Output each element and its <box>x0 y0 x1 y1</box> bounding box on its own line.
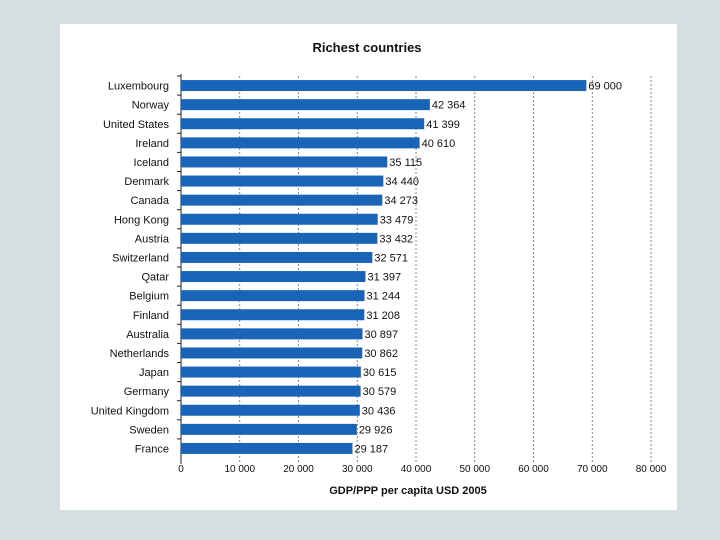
category-label: Austria <box>135 233 170 245</box>
value-label: 30 579 <box>363 386 397 398</box>
bar <box>181 194 383 206</box>
bar <box>181 175 384 187</box>
category-label: Canada <box>130 195 169 207</box>
value-label: 32 571 <box>374 252 408 264</box>
category-label: Australia <box>126 329 170 341</box>
bar-chart: Richest countries Luxembourg 69 000 Norway… <box>91 40 667 497</box>
value-label: 31 244 <box>367 291 401 303</box>
bar <box>181 137 420 149</box>
bar <box>181 156 388 168</box>
value-label: 31 208 <box>366 310 400 322</box>
category-label: Belgium <box>129 291 169 303</box>
value-label: 29 926 <box>359 424 393 436</box>
bar <box>181 328 363 340</box>
value-label: 42 364 <box>432 100 466 112</box>
x-tick-label: 10 000 <box>224 464 255 475</box>
x-tick-label: 50 000 <box>459 464 490 475</box>
value-label: 35 115 <box>389 157 422 169</box>
bar <box>181 366 361 378</box>
bar <box>181 309 365 321</box>
bar <box>181 118 425 130</box>
value-label: 69 000 <box>588 81 622 93</box>
bar <box>181 442 353 454</box>
value-label: 31 397 <box>367 272 401 284</box>
value-label: 30 862 <box>364 348 398 360</box>
x-tick-label: 20 000 <box>283 464 314 475</box>
slide-panel: Richest countries Luxembourg 69 000 Norway… <box>60 24 677 510</box>
value-label: 41 399 <box>426 119 460 131</box>
x-tick-label: 0 <box>178 464 184 475</box>
x-axis-label: GDP/PPP per capita USD 2005 <box>329 485 487 497</box>
x-tick-label: 80 000 <box>636 464 667 475</box>
value-label: 33 432 <box>379 233 413 245</box>
category-label: Germany <box>124 386 170 398</box>
bar <box>181 99 430 111</box>
category-label: Ireland <box>135 138 169 150</box>
category-label: Denmark <box>124 176 169 188</box>
bar <box>181 271 366 283</box>
value-label: 34 440 <box>385 176 419 188</box>
value-label: 34 273 <box>384 195 418 207</box>
bar <box>181 290 365 302</box>
category-label: Switzerland <box>112 252 169 264</box>
bar <box>181 80 587 92</box>
bar <box>181 251 373 263</box>
category-label: Luxembourg <box>108 81 169 93</box>
category-label: Finland <box>133 310 169 322</box>
bar <box>181 385 361 397</box>
value-label: 29 187 <box>354 443 388 455</box>
value-label: 30 436 <box>362 405 396 417</box>
x-tick-label: 70 000 <box>577 464 608 475</box>
bar <box>181 213 378 225</box>
category-label: France <box>135 443 169 455</box>
x-tick-label: 30 000 <box>342 464 373 475</box>
category-label: Iceland <box>134 157 169 169</box>
category-label: Hong Kong <box>114 214 169 226</box>
category-label: Netherlands <box>110 348 170 360</box>
bar <box>181 423 357 435</box>
bar <box>181 404 360 416</box>
value-label: 33 479 <box>380 214 414 226</box>
category-label: Sweden <box>129 424 169 436</box>
bar <box>181 232 378 244</box>
value-label: 40 610 <box>422 138 456 150</box>
category-label: Japan <box>139 367 169 379</box>
chart-title: Richest countries <box>312 40 421 55</box>
x-tick-label: 40 000 <box>401 464 432 475</box>
x-tick-label: 60 000 <box>518 464 549 475</box>
bar <box>181 347 363 359</box>
category-label: Qatar <box>141 272 169 284</box>
category-label: United States <box>103 119 170 131</box>
value-label: 30 897 <box>365 329 399 341</box>
category-label: United Kingdom <box>91 405 169 417</box>
category-label: Norway <box>132 100 170 112</box>
value-label: 30 615 <box>363 367 397 379</box>
